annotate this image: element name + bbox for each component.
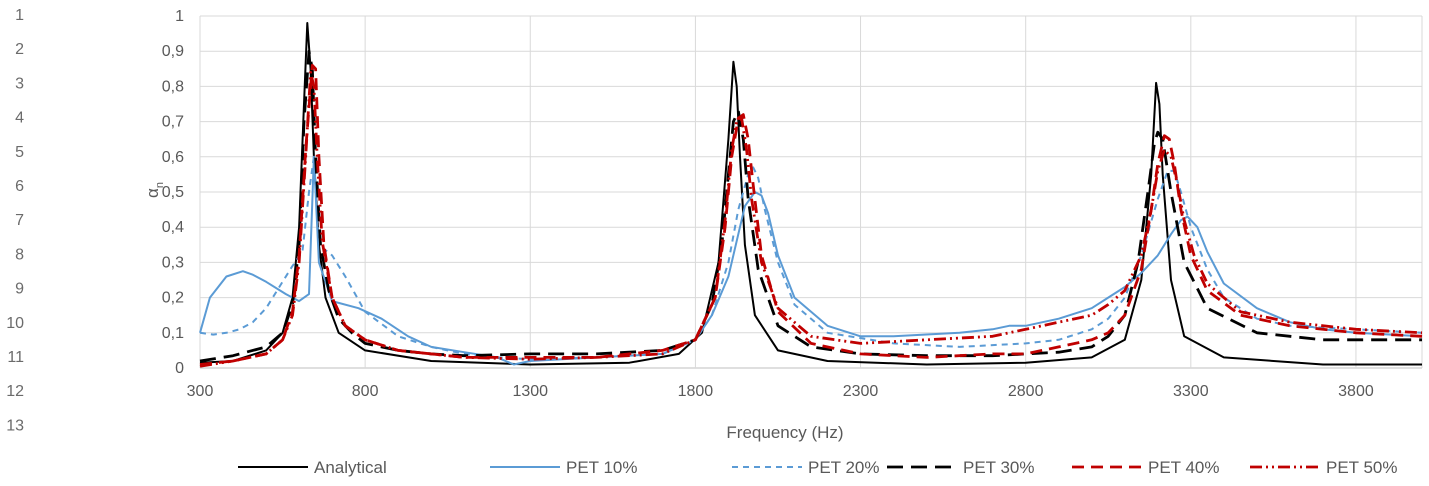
y-tick-label: 1 bbox=[175, 8, 184, 25]
chart-gridlines bbox=[199, 15, 1423, 369]
row-number: 7 bbox=[15, 212, 24, 229]
y-tick-label: 0,9 bbox=[162, 43, 184, 60]
series-line-pet-20- bbox=[199, 155, 1423, 361]
y-tick-label: 0,3 bbox=[162, 254, 184, 271]
x-tick-label: 3300 bbox=[1173, 383, 1209, 400]
y-tick-label: 0,7 bbox=[162, 114, 184, 131]
row-number: 12 bbox=[6, 383, 24, 400]
x-axis-title: Frequency (Hz) bbox=[726, 423, 843, 442]
x-tick-label: 1800 bbox=[678, 383, 714, 400]
x-axis-ticks: 300 800 1300 1800 2300 2800 3300 3800 bbox=[187, 383, 1374, 400]
y-tick-label: 0,4 bbox=[162, 219, 184, 236]
legend-label: PET 10% bbox=[566, 458, 638, 477]
series-line-pet-40- bbox=[199, 63, 1423, 366]
x-tick-label: 2800 bbox=[1008, 383, 1044, 400]
y-tick-label: 0,6 bbox=[162, 149, 184, 166]
row-number: 5 bbox=[15, 144, 24, 161]
row-number: 6 bbox=[15, 178, 24, 195]
x-tick-label: 2300 bbox=[843, 383, 879, 400]
x-tick-label: 3800 bbox=[1338, 383, 1374, 400]
row-number: 1 bbox=[15, 7, 24, 24]
chart-series-layer bbox=[199, 22, 1423, 368]
row-number: 8 bbox=[15, 246, 24, 263]
row-number: 4 bbox=[15, 110, 24, 127]
y-axis-ticks: 0 0,1 0,2 0,3 0,4 0,5 0,6 0,7 0,8 0,9 1 bbox=[162, 8, 184, 377]
legend-label: Analytical bbox=[314, 458, 387, 477]
y-tick-label: 0,5 bbox=[162, 184, 184, 201]
y-tick-label: 0 bbox=[175, 360, 184, 377]
legend-label: PET 40% bbox=[1148, 458, 1220, 477]
y-tick-label: 0,8 bbox=[162, 78, 184, 95]
chart-legend: Analytical PET 10% PET 20% PET 30% PET 40% PE… bbox=[238, 458, 1398, 477]
x-tick-label: 800 bbox=[352, 383, 379, 400]
row-number: 3 bbox=[15, 75, 24, 92]
legend-label: PET 50% bbox=[1326, 458, 1398, 477]
row-number: 9 bbox=[15, 281, 24, 298]
y-axis-title: αn bbox=[143, 182, 166, 198]
row-number: 2 bbox=[15, 41, 24, 58]
row-number: 10 bbox=[6, 315, 24, 332]
y-tick-label: 0,1 bbox=[162, 325, 184, 342]
series-line-analytical bbox=[199, 22, 1422, 366]
x-tick-label: 1300 bbox=[512, 383, 548, 400]
legend-label: PET 20% bbox=[808, 458, 880, 477]
row-number: 13 bbox=[6, 417, 24, 434]
x-tick-label: 300 bbox=[187, 383, 214, 400]
series-line-pet-50- bbox=[199, 70, 1423, 368]
row-number: 11 bbox=[7, 349, 24, 366]
series-line-pet-30- bbox=[199, 49, 1422, 363]
series-line-pet-10- bbox=[199, 155, 1423, 366]
y-tick-label: 0,2 bbox=[162, 290, 184, 307]
legend-label: PET 30% bbox=[963, 458, 1035, 477]
